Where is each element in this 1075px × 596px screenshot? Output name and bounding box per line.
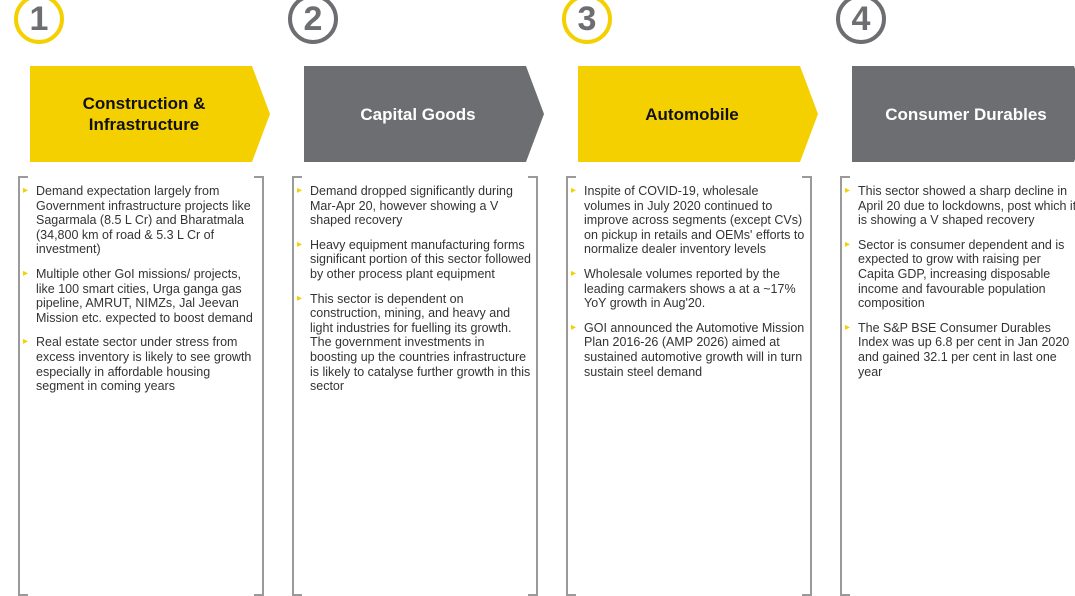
banner-arrow — [30, 66, 270, 162]
sector-column: 3 Automobile Inspite of COVID-19, wholesal… — [562, 0, 818, 596]
banner-shape — [30, 66, 270, 162]
bullet-item: Multiple other GoI missions/ projects, l… — [23, 267, 258, 325]
bullet-list: Inspite of COVID-19, wholesale volumes i… — [566, 176, 812, 379]
bullet-item: Demand expectation largely from Governme… — [23, 184, 258, 257]
sector-banner: Construction & Infrastructure — [30, 66, 270, 162]
step-number: 4 — [836, 0, 886, 44]
bullet-list: Demand expectation largely from Governme… — [18, 176, 264, 394]
bullet-item: GOI announced the Automotive Mission Pla… — [571, 321, 806, 379]
banner-arrow — [304, 66, 544, 162]
bullet-item: Sector is consumer dependent and is expe… — [845, 238, 1075, 311]
bullet-box: Inspite of COVID-19, wholesale volumes i… — [566, 176, 812, 596]
sector-column: 4 Consumer Durables This sector showed a s… — [836, 0, 1075, 596]
bullet-item: Inspite of COVID-19, wholesale volumes i… — [571, 184, 806, 257]
step-number: 2 — [288, 0, 338, 44]
bullet-list: Demand dropped significantly during Mar-… — [292, 176, 538, 394]
box-edge — [18, 176, 28, 596]
bullet-item: Real estate sector under stress from exc… — [23, 335, 258, 393]
bullet-item: This sector showed a sharp decline in Ap… — [845, 184, 1075, 228]
bullet-item: Heavy equipment manufacturing forms sign… — [297, 238, 532, 282]
box-edge — [566, 176, 576, 596]
sector-banner: Capital Goods — [304, 66, 544, 162]
sector-title: Construction & Infrastructure — [82, 94, 206, 134]
bullet-list: This sector showed a sharp decline in Ap… — [840, 176, 1075, 379]
bullet-box: Demand dropped significantly during Mar-… — [292, 176, 538, 596]
bullet-item: Wholesale volumes reported by the leadin… — [571, 267, 806, 311]
bullet-item: This sector is dependent on construction… — [297, 292, 532, 394]
step-number: 1 — [14, 0, 64, 44]
sector-banner: Automobile — [578, 66, 818, 162]
banner-shape — [304, 66, 544, 162]
step-number: 3 — [562, 0, 612, 44]
sector-column: 1 Construction & Infrastructure Demand exp… — [14, 0, 270, 596]
bullet-box: Demand expectation largely from Governme… — [18, 176, 264, 596]
banner-arrow — [578, 66, 818, 162]
banner-shape — [578, 66, 818, 162]
bullet-item: The S&P BSE Consumer Durables Index was … — [845, 321, 1075, 379]
sector-column: 2 Capital Goods Demand dropped significant… — [288, 0, 544, 596]
bullet-item: Demand dropped significantly during Mar-… — [297, 184, 532, 228]
banner-shape — [852, 66, 1075, 162]
sector-title: Capital Goods — [360, 104, 476, 124]
sector-title: Automobile — [645, 104, 739, 124]
sector-title: Consumer Durables — [885, 104, 1047, 124]
banner-arrow — [852, 66, 1075, 162]
sector-banner: Consumer Durables — [852, 66, 1075, 162]
bullet-box: This sector showed a sharp decline in Ap… — [840, 176, 1075, 596]
